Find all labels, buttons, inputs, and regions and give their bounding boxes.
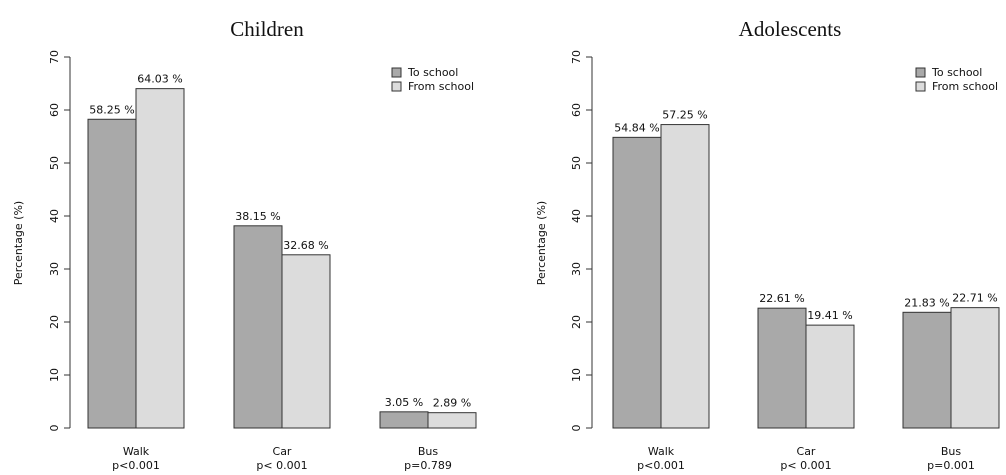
y-tick-label: 20	[48, 315, 61, 329]
legend-label: To school	[407, 66, 458, 79]
p-value-label: p< 0.001	[256, 459, 307, 472]
bar-from-school	[282, 255, 330, 428]
chart-title: Adolescents	[739, 17, 842, 41]
bar-from-school	[806, 325, 854, 428]
y-axis-label: Percentage (%)	[12, 201, 25, 285]
y-tick-label: 20	[570, 315, 583, 329]
y-tick-label: 30	[570, 262, 583, 276]
bar-group: 54.84 %57.25 % 22.61 %19.41 % 21.83 % 22.71…	[613, 109, 999, 428]
data-label: 54.84 %	[614, 121, 659, 134]
data-label: 64.03 %	[137, 73, 182, 86]
y-axis: 0 10 20 30 40 50 60 70	[570, 50, 592, 432]
y-tick-label: 40	[48, 209, 61, 223]
legend-label: From school	[932, 80, 998, 93]
y-tick-label: 40	[570, 209, 583, 223]
legend-swatch	[916, 68, 925, 77]
y-axis: 0 10 20 30 40 50 60 70	[48, 50, 70, 432]
category-label: Walk	[648, 445, 675, 458]
bar-from-school	[661, 125, 709, 428]
y-tick-label: 50	[570, 156, 583, 170]
children-chart: Children Percentage (%) 58.25 % 64.03 % 38…	[12, 17, 476, 472]
data-label: 38.15 %	[235, 210, 280, 223]
y-tick-label: 0	[570, 425, 583, 432]
bar-from-school	[428, 413, 476, 428]
bar-to-school	[903, 312, 951, 428]
legend-swatch	[916, 82, 925, 91]
y-tick-label: 70	[48, 50, 61, 64]
bar-from-school	[951, 308, 999, 428]
legend-swatch	[392, 68, 401, 77]
data-label: 57.25 %	[662, 109, 707, 122]
adolescents-chart: Adolescents Percentage (%) 54.84 %57.25 …	[535, 17, 999, 472]
legend-label: To school	[931, 66, 982, 79]
data-label: 58.25 %	[89, 103, 134, 116]
y-tick-label: 70	[570, 50, 583, 64]
category-label: Car	[797, 445, 816, 458]
data-label: 22.61 %	[759, 292, 804, 305]
legend-swatch	[392, 82, 401, 91]
y-tick-label: 10	[570, 368, 583, 382]
category-label: Car	[273, 445, 292, 458]
y-tick-label: 0	[48, 425, 61, 432]
data-label: 3.05 %	[385, 396, 423, 409]
y-axis-label: Percentage (%)	[535, 201, 548, 285]
p-value-label: p<0.001	[637, 459, 685, 472]
bar-from-school	[136, 89, 184, 428]
category-label: Bus	[418, 445, 439, 458]
y-tick-label: 60	[48, 103, 61, 117]
legend-label: From school	[408, 80, 474, 93]
bar-to-school	[88, 119, 136, 428]
data-label: 22.71 %	[952, 292, 997, 305]
p-value-label: p<0.001	[112, 459, 160, 472]
p-value-label: p< 0.001	[780, 459, 831, 472]
y-tick-label: 60	[570, 103, 583, 117]
data-label: 32.68 %	[283, 239, 328, 252]
data-label: 21.83 %	[904, 296, 949, 309]
chart-title: Children	[230, 17, 304, 41]
y-tick-label: 30	[48, 262, 61, 276]
category-label: Bus	[941, 445, 962, 458]
bar-to-school	[234, 226, 282, 428]
data-label: 2.89 %	[433, 397, 471, 410]
bar-to-school	[613, 137, 661, 428]
bar-to-school	[758, 308, 806, 428]
bar-to-school	[380, 412, 428, 428]
bar-group: 58.25 % 64.03 % 38.15 % 32.68 % 3.05 % 2.89 %	[88, 73, 476, 428]
y-tick-label: 10	[48, 368, 61, 382]
data-label: 19.41 %	[807, 309, 852, 322]
p-value-label: p=0.001	[927, 459, 975, 472]
y-tick-label: 50	[48, 156, 61, 170]
category-label: Walk	[123, 445, 150, 458]
p-value-label: p=0.789	[404, 459, 452, 472]
